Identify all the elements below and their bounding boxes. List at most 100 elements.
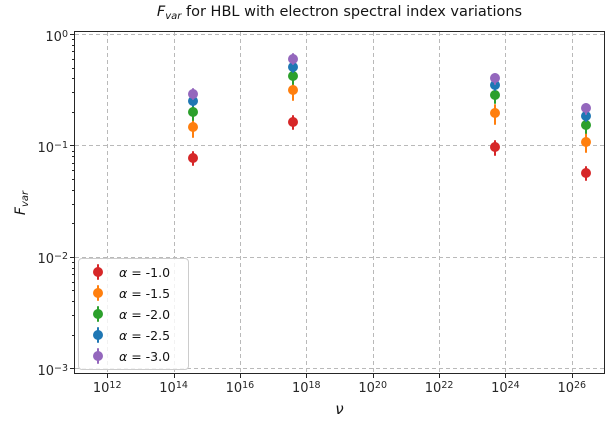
data-point xyxy=(581,103,592,114)
data-point xyxy=(489,79,500,90)
x-gridline xyxy=(571,32,573,373)
y-tick-label: 10−1 xyxy=(37,139,68,156)
data-point xyxy=(288,71,299,81)
data-point xyxy=(581,110,592,121)
title-math-sub: var xyxy=(165,11,182,22)
x-major-tick xyxy=(239,374,241,378)
legend-label: α = -1.5 xyxy=(119,285,171,301)
y-minor-tick xyxy=(71,162,74,164)
y-tick-label: 100 xyxy=(45,28,68,45)
y-minor-tick xyxy=(71,44,74,46)
data-point xyxy=(489,108,500,119)
y-minor-tick xyxy=(71,111,74,113)
ylabel-math-f: F xyxy=(13,207,29,216)
x-gridline xyxy=(306,32,308,373)
y-gridline xyxy=(75,145,604,147)
x-major-tick xyxy=(107,374,109,378)
y-minor-tick xyxy=(71,51,74,53)
data-point xyxy=(188,121,199,132)
y-minor-tick xyxy=(71,39,74,41)
legend-label: α = -2.0 xyxy=(119,306,171,322)
legend-label: α = -3.0 xyxy=(119,348,171,364)
data-point xyxy=(188,153,199,164)
y-minor-tick xyxy=(71,267,74,269)
y-minor-tick xyxy=(71,156,74,158)
y-major-tick xyxy=(70,368,74,370)
legend-item: α = -1.5 xyxy=(92,283,182,303)
legend-marker-icon xyxy=(92,326,104,344)
legend-label: α = -2.5 xyxy=(119,327,171,343)
x-gridline xyxy=(505,32,507,373)
y-minor-tick xyxy=(71,262,74,263)
legend-marker-icon xyxy=(92,284,104,302)
y-tick-label: 10−2 xyxy=(37,251,68,268)
x-tick-label: 1012 xyxy=(92,380,122,396)
y-major-tick xyxy=(70,256,74,258)
xlabel-nu: ν xyxy=(335,400,344,418)
legend-dot-icon xyxy=(93,330,103,340)
data-point xyxy=(288,84,299,95)
legend-dot-icon xyxy=(93,267,103,277)
data-point xyxy=(188,88,199,99)
y-minor-tick xyxy=(71,203,74,205)
legend: α = -1.0 α = -1.5 α = -2.0 α = -2.5 α = -3.0 xyxy=(78,258,189,370)
x-tick-label: 1024 xyxy=(491,380,520,396)
data-point xyxy=(581,137,592,148)
x-major-tick xyxy=(372,374,374,378)
data-point xyxy=(489,142,500,153)
y-minor-tick xyxy=(71,315,74,317)
chart-title: Fvar for HBL with electron spectral inde… xyxy=(74,4,605,22)
legend-item: α = -1.0 xyxy=(92,262,182,282)
x-gridline xyxy=(372,32,374,373)
y-minor-tick xyxy=(71,92,74,94)
y-minor-tick xyxy=(71,223,74,225)
y-minor-tick xyxy=(71,274,74,276)
y-minor-tick xyxy=(71,67,74,69)
legend-item: α = -2.0 xyxy=(92,304,182,324)
data-point xyxy=(489,73,500,84)
y-minor-tick xyxy=(71,78,74,80)
data-point xyxy=(581,167,592,178)
data-point xyxy=(288,62,299,73)
y-axis-label: Fvar xyxy=(13,191,31,215)
x-tick-label: 1018 xyxy=(291,380,321,396)
legend-marker-icon xyxy=(92,347,104,365)
x-gridline xyxy=(173,32,175,373)
legend-dot-icon xyxy=(93,351,103,361)
x-major-tick xyxy=(306,374,308,378)
y-minor-tick xyxy=(71,179,74,180)
legend-marker-icon xyxy=(92,305,104,323)
x-gridline xyxy=(107,32,109,373)
y-major-tick xyxy=(70,145,74,147)
title-math-f: F xyxy=(156,4,166,20)
ylabel-math-sub: var xyxy=(20,190,31,208)
legend-label: α = -1.0 xyxy=(119,264,171,280)
y-gridline xyxy=(75,256,604,258)
x-gridline xyxy=(439,32,441,373)
y-minor-tick xyxy=(71,170,74,172)
data-point xyxy=(489,89,500,100)
legend-item: α = -2.5 xyxy=(92,325,182,345)
y-tick-label: 10−3 xyxy=(37,362,68,379)
legend-marker-icon xyxy=(92,263,104,281)
x-major-tick xyxy=(173,374,175,378)
x-tick-label: 1014 xyxy=(159,380,188,396)
y-minor-tick xyxy=(71,290,74,292)
data-point xyxy=(581,119,592,130)
legend-dot-icon xyxy=(93,309,103,319)
x-gridline xyxy=(239,32,241,373)
y-major-tick xyxy=(70,34,74,35)
data-point xyxy=(188,96,199,107)
x-axis-label: ν xyxy=(74,400,605,418)
data-point xyxy=(188,106,199,117)
x-major-tick xyxy=(439,374,441,378)
x-tick-label: 1026 xyxy=(557,380,587,396)
y-minor-tick xyxy=(71,189,74,191)
x-major-tick xyxy=(571,374,573,378)
y-minor-tick xyxy=(71,301,74,303)
legend-item: α = -3.0 xyxy=(92,346,182,366)
x-major-tick xyxy=(505,374,507,378)
data-point xyxy=(288,116,299,127)
y-minor-tick xyxy=(71,150,74,152)
